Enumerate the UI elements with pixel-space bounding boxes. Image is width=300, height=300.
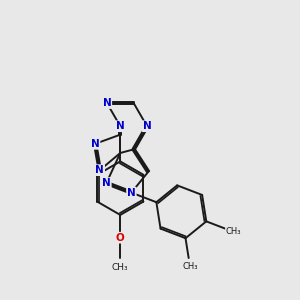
Text: N: N: [95, 165, 104, 175]
Text: N: N: [127, 188, 136, 198]
Text: CH₃: CH₃: [226, 227, 241, 236]
Text: CH₃: CH₃: [112, 263, 129, 272]
Text: N: N: [91, 139, 100, 149]
Text: CH₃: CH₃: [182, 262, 198, 271]
Text: O: O: [116, 233, 125, 243]
Text: N: N: [103, 98, 111, 108]
Text: N: N: [116, 121, 125, 131]
Text: N: N: [143, 121, 152, 131]
Text: N: N: [102, 178, 111, 188]
